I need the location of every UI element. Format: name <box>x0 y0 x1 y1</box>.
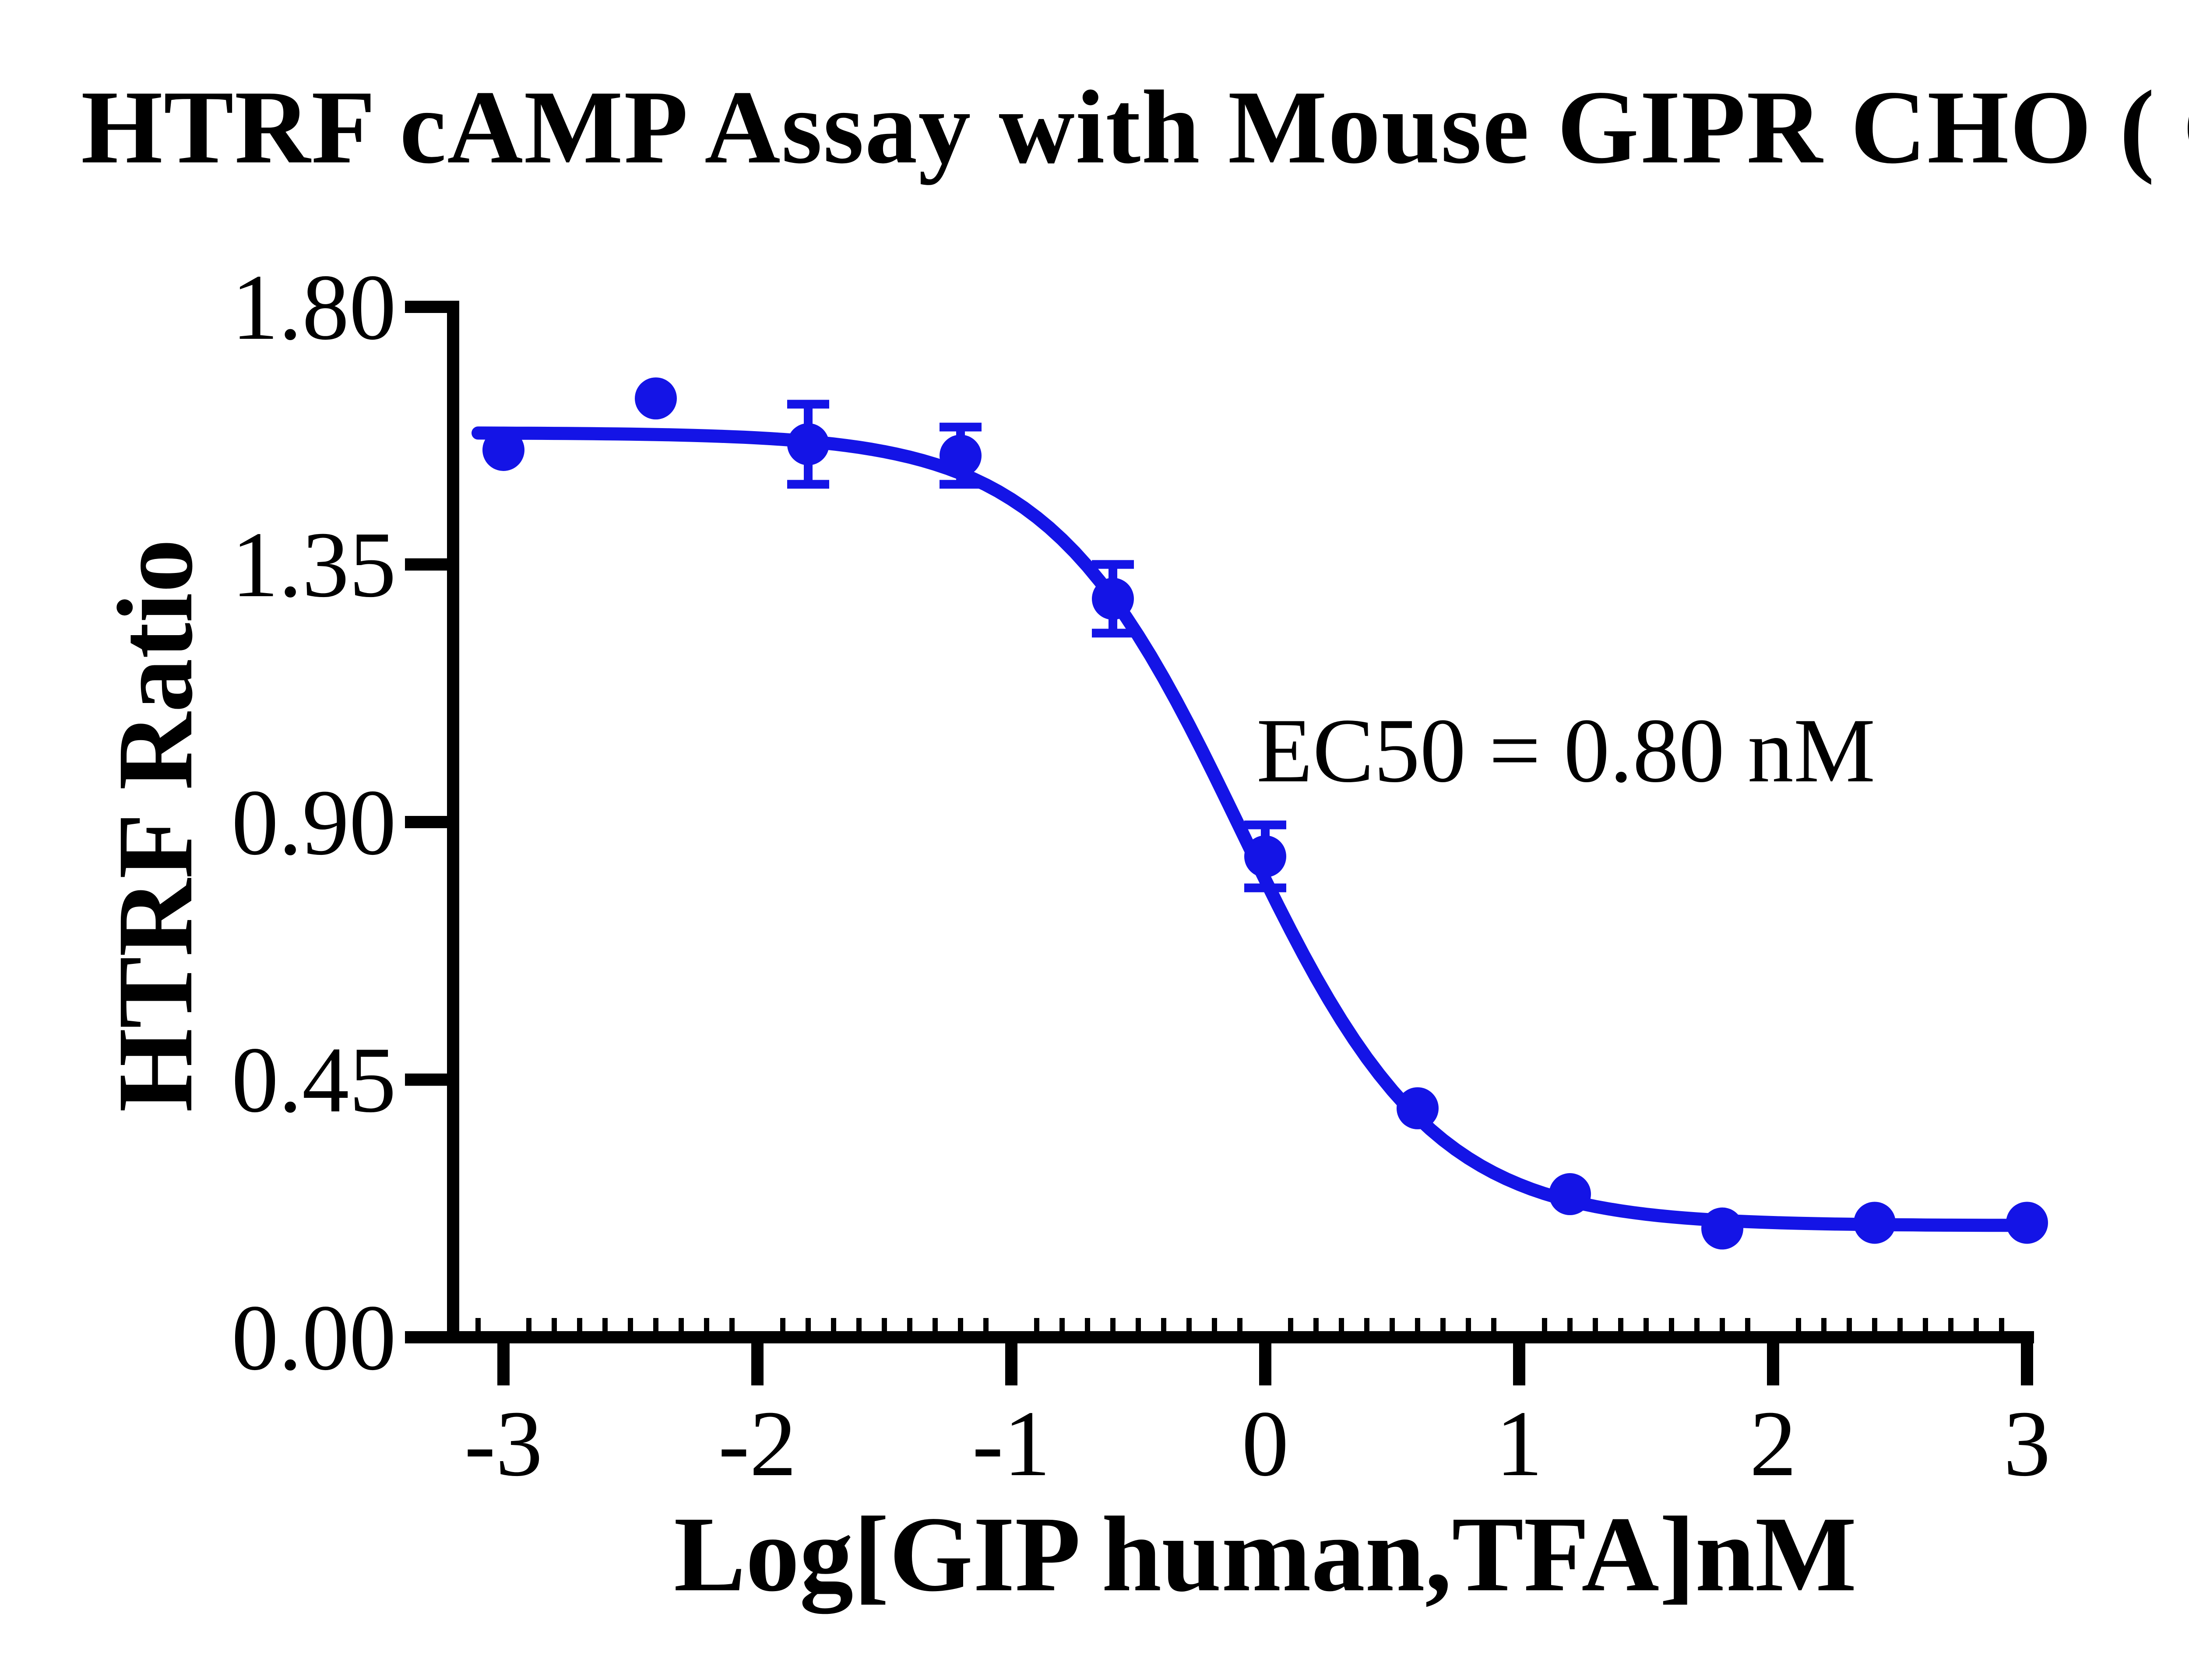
x-tick-label: -3 <box>464 1391 543 1496</box>
major-ticks <box>405 300 2033 1385</box>
y-tick-label: 1.35 <box>231 512 396 617</box>
x-tick-label: 0 <box>1242 1391 1289 1496</box>
x-tick-label: 3 <box>2003 1391 2051 1496</box>
x-tick-label: 1 <box>1496 1391 1543 1496</box>
y-tick-label: 0.45 <box>231 1027 396 1132</box>
data-points <box>482 377 2048 1250</box>
y-tick-label: 0.90 <box>231 770 396 875</box>
x-tick-label: -1 <box>972 1391 1051 1496</box>
minor-ticks <box>475 1318 2004 1331</box>
x-axis-title: Log[GIP human,TFA]nM <box>674 1495 1857 1614</box>
ec50-annotation: EC50 = 0.80 nM <box>1256 700 1876 801</box>
y-tick-label: 0.00 <box>231 1285 396 1390</box>
y-tick-label: 1.80 <box>231 254 396 359</box>
x-tick-label: 2 <box>1749 1391 1797 1496</box>
x-tick-label: -2 <box>718 1391 797 1496</box>
chart-title: HTRF cAMP Assay with Mouse GIPR CHO ( C2… <box>81 69 2189 185</box>
